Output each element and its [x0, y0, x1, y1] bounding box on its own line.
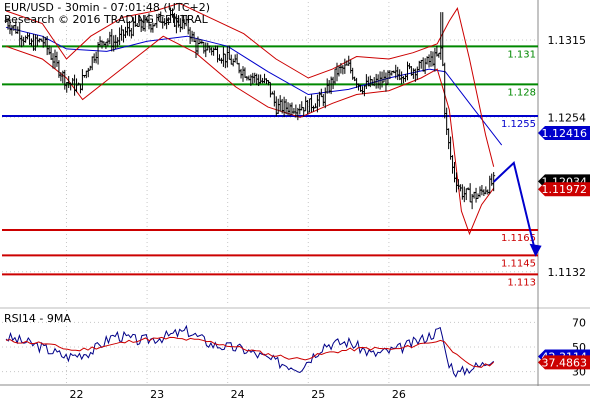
rsi-tag-1-text: 37.4863: [542, 356, 588, 369]
price-tag-2: 1.11972: [538, 182, 590, 197]
forecast-arrow: [492, 160, 542, 257]
band-line-upper-band: [5, 2, 495, 167]
time-tick-label: 22: [69, 388, 83, 400]
level-label-5: 1.113: [507, 277, 536, 288]
level-label-0: 1.131: [507, 49, 536, 60]
forecast-arrow-line: [492, 160, 537, 254]
rsi-lines: [5, 324, 495, 378]
level-label-4: 1.1145: [501, 258, 536, 269]
level-label-1: 1.128: [507, 87, 536, 98]
price-panel-bg: [2, 2, 538, 306]
ohlc-bars: [4, 7, 496, 210]
band-line-moving-average: [5, 26, 503, 146]
price-tick-label: 1.1132: [548, 266, 587, 279]
rsi-tick-label: 70: [572, 316, 586, 329]
price-tag-2-text: 1.11972: [542, 183, 588, 196]
chart-subtitle: Research © 2016 TRADING CENTRAL: [4, 13, 208, 26]
time-tick-label: 23: [150, 388, 164, 400]
price-tag-2-bg: [538, 182, 590, 197]
price-tick-label: 1.1254: [548, 111, 587, 124]
rsi-tag-1: 37.4863: [538, 355, 590, 370]
rsi-line-rsi-ma: [5, 336, 495, 368]
time-tick-label: 24: [231, 388, 245, 400]
forecast-arrow-head: [529, 243, 542, 257]
rsi-panel-title: RSI14 - 9MA: [4, 312, 71, 325]
price-tag-0-text: 1.12416: [542, 127, 588, 140]
price-tick-label: 1.1315: [548, 34, 587, 47]
chart-title: EUR/USD - 30min - 07:01:48 (UTC+2): [4, 1, 211, 14]
time-tick-label: 25: [311, 388, 325, 400]
price-tag-0: 1.12416: [538, 125, 590, 140]
rsi-line-rsi: [5, 324, 495, 378]
time-tick-label: 26: [392, 388, 406, 400]
level-label-3: 1.1165: [501, 233, 536, 244]
grid-layer: [2, 2, 538, 384]
band-line-lower-band: [5, 35, 495, 236]
price-tag-0-bg: [538, 125, 590, 140]
bollinger-bands: [5, 2, 503, 236]
rsi-tag-1-bg: [538, 355, 590, 370]
level-label-2: 1.1255: [501, 119, 536, 130]
